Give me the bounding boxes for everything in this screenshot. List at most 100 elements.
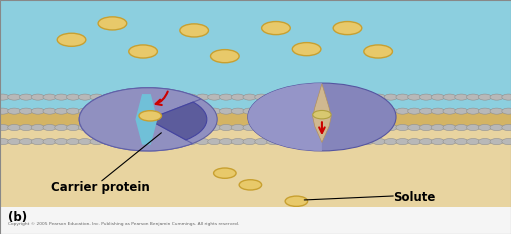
Circle shape <box>66 139 80 145</box>
Circle shape <box>431 139 445 145</box>
Circle shape <box>19 139 33 145</box>
Circle shape <box>43 124 56 131</box>
Circle shape <box>478 124 492 131</box>
Circle shape <box>231 108 244 114</box>
Circle shape <box>31 94 44 100</box>
Circle shape <box>137 139 150 145</box>
Circle shape <box>219 139 233 145</box>
Circle shape <box>278 139 292 145</box>
Circle shape <box>98 17 127 30</box>
Circle shape <box>455 108 468 114</box>
Circle shape <box>278 94 292 100</box>
Circle shape <box>219 94 233 100</box>
Circle shape <box>349 139 362 145</box>
Circle shape <box>239 180 262 190</box>
Circle shape <box>255 124 268 131</box>
Circle shape <box>8 139 21 145</box>
Circle shape <box>19 108 33 114</box>
Circle shape <box>467 94 480 100</box>
Circle shape <box>129 45 157 58</box>
Circle shape <box>125 124 138 131</box>
Circle shape <box>361 124 374 131</box>
Circle shape <box>278 108 292 114</box>
Circle shape <box>326 124 339 131</box>
Circle shape <box>160 94 174 100</box>
Circle shape <box>302 139 315 145</box>
Circle shape <box>172 124 185 131</box>
Wedge shape <box>148 102 207 140</box>
Circle shape <box>113 124 127 131</box>
Circle shape <box>502 139 511 145</box>
Circle shape <box>396 108 409 114</box>
Circle shape <box>102 139 115 145</box>
Circle shape <box>455 124 468 131</box>
Circle shape <box>490 108 503 114</box>
Circle shape <box>90 124 103 131</box>
Circle shape <box>255 139 268 145</box>
Circle shape <box>314 139 327 145</box>
Circle shape <box>149 124 162 131</box>
Circle shape <box>55 108 68 114</box>
Circle shape <box>255 108 268 114</box>
Circle shape <box>0 94 9 100</box>
Circle shape <box>267 124 280 131</box>
Circle shape <box>207 94 221 100</box>
Circle shape <box>214 168 236 178</box>
Circle shape <box>349 124 362 131</box>
Circle shape <box>137 124 150 131</box>
Circle shape <box>231 139 244 145</box>
Circle shape <box>290 124 304 131</box>
Circle shape <box>149 108 162 114</box>
Circle shape <box>43 139 56 145</box>
Circle shape <box>431 124 445 131</box>
Circle shape <box>125 94 138 100</box>
Circle shape <box>184 124 197 131</box>
Circle shape <box>113 94 127 100</box>
Circle shape <box>57 33 86 46</box>
Circle shape <box>396 94 409 100</box>
Circle shape <box>55 139 68 145</box>
Circle shape <box>102 124 115 131</box>
Circle shape <box>172 94 185 100</box>
Circle shape <box>184 94 197 100</box>
Circle shape <box>90 139 103 145</box>
Circle shape <box>408 108 421 114</box>
Circle shape <box>231 94 244 100</box>
Circle shape <box>19 124 33 131</box>
Polygon shape <box>135 94 157 145</box>
Circle shape <box>78 94 91 100</box>
Circle shape <box>139 111 161 121</box>
Circle shape <box>31 124 44 131</box>
Text: Solute: Solute <box>393 191 436 204</box>
Circle shape <box>384 94 398 100</box>
Circle shape <box>333 22 362 35</box>
Circle shape <box>455 139 468 145</box>
Circle shape <box>137 94 150 100</box>
Circle shape <box>373 94 386 100</box>
Circle shape <box>490 124 503 131</box>
Circle shape <box>408 94 421 100</box>
Circle shape <box>66 108 80 114</box>
Circle shape <box>314 124 327 131</box>
Circle shape <box>19 94 33 100</box>
Circle shape <box>490 139 503 145</box>
Wedge shape <box>79 88 201 151</box>
Circle shape <box>373 124 386 131</box>
Circle shape <box>248 83 396 151</box>
Circle shape <box>113 139 127 145</box>
Circle shape <box>467 124 480 131</box>
Circle shape <box>255 94 268 100</box>
Circle shape <box>302 108 315 114</box>
Circle shape <box>337 124 351 131</box>
Circle shape <box>196 94 209 100</box>
Circle shape <box>149 139 162 145</box>
Circle shape <box>243 108 256 114</box>
Circle shape <box>211 50 239 63</box>
Circle shape <box>285 196 308 206</box>
Circle shape <box>502 108 511 114</box>
Circle shape <box>0 139 9 145</box>
Circle shape <box>302 94 315 100</box>
Circle shape <box>420 108 433 114</box>
Circle shape <box>467 139 480 145</box>
Circle shape <box>0 124 9 131</box>
